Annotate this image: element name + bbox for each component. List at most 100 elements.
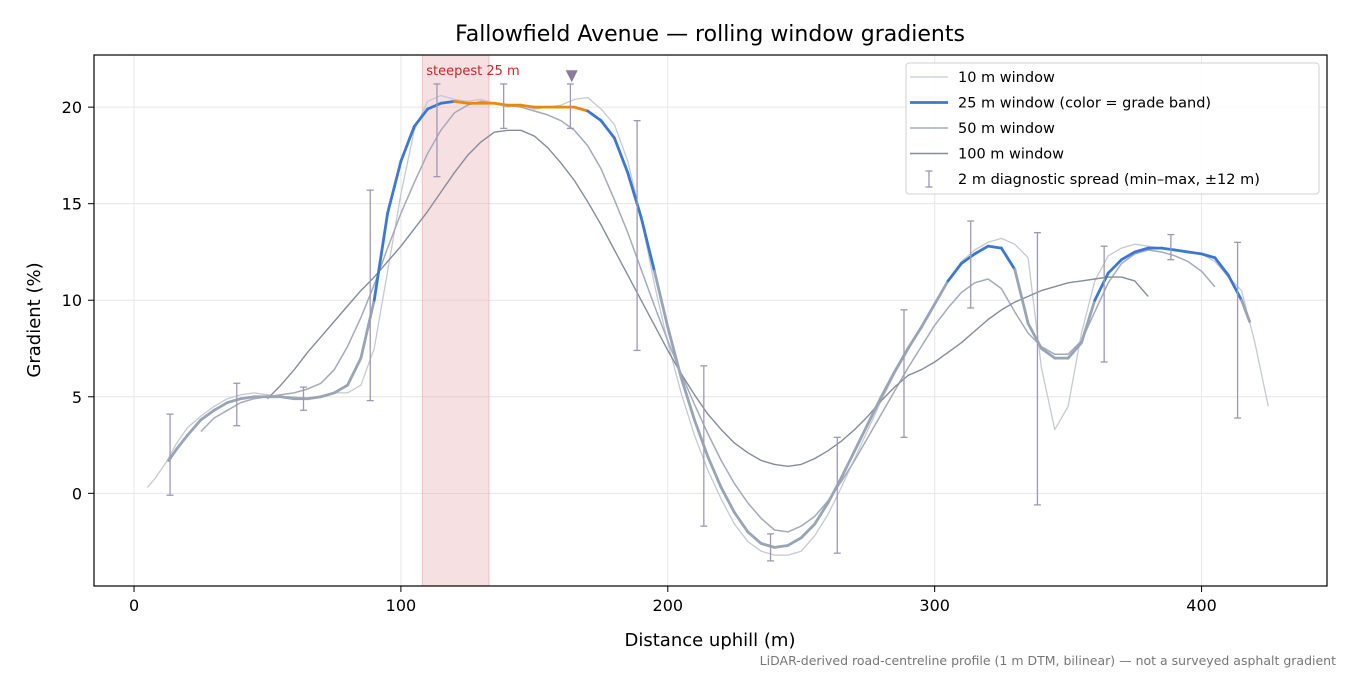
series-25m-segment bbox=[399, 125, 416, 163]
legend-label: 10 m window bbox=[958, 70, 1055, 86]
plot-frame bbox=[93, 54, 1328, 587]
series-25m-segment bbox=[826, 476, 843, 505]
steepest-marker-triangle bbox=[565, 70, 578, 83]
series-line-3 bbox=[267, 129, 1149, 467]
y-tick-label: 0 bbox=[72, 484, 82, 503]
y-tick-label: 20 bbox=[62, 98, 82, 117]
series-25m-segment bbox=[599, 119, 616, 140]
y-axis-title: Gradient (%) bbox=[24, 262, 45, 377]
legend: 10 m window 25 m window (color = grade ba… bbox=[905, 62, 1320, 195]
series-25m-segment bbox=[1226, 273, 1243, 302]
x-tick-label: 200 bbox=[653, 596, 684, 615]
series-25m-segment bbox=[759, 542, 776, 549]
legend-label: 50 m window bbox=[958, 121, 1055, 137]
series-25m-segment bbox=[1186, 250, 1203, 256]
series-25m-segment bbox=[1160, 246, 1177, 252]
series-25m-segment bbox=[186, 418, 203, 437]
series-25m-segment bbox=[1000, 246, 1017, 271]
series-25m-segment bbox=[639, 215, 656, 273]
series-25m-segment bbox=[359, 298, 376, 360]
series-25m-segment bbox=[1240, 298, 1252, 323]
series-lines bbox=[146, 94, 1269, 556]
series-25m-segment bbox=[773, 544, 790, 549]
series-25m-segment bbox=[452, 99, 470, 105]
series-25m-segment bbox=[813, 501, 830, 526]
series-25m-segment bbox=[919, 302, 937, 329]
series-25m-segment bbox=[519, 103, 536, 109]
series-25m-segment bbox=[879, 370, 897, 399]
series-25m-segment bbox=[319, 391, 336, 399]
footnote: LiDAR-derived road-centreline profile (1… bbox=[760, 653, 1336, 668]
series-25m-segment bbox=[733, 511, 750, 534]
series-25m-segment bbox=[1133, 246, 1150, 254]
x-axis-title: Distance uphill (m) bbox=[625, 630, 796, 651]
series-25m-segment bbox=[839, 449, 857, 480]
series-25m-segment bbox=[719, 486, 736, 515]
x-tick-label: 400 bbox=[1186, 596, 1217, 615]
series-25m-segment bbox=[175, 433, 189, 451]
series-25m-segment bbox=[933, 279, 950, 306]
series-25m-segment bbox=[199, 408, 216, 422]
series-25m-segment bbox=[1106, 258, 1123, 275]
legend-label: 100 m window bbox=[958, 147, 1064, 163]
legend-box bbox=[905, 62, 1320, 195]
series-25m-segment bbox=[492, 101, 510, 107]
series-25m-segment bbox=[1013, 267, 1030, 325]
series-25m-segment bbox=[1200, 252, 1217, 260]
series-25m-segment bbox=[1213, 256, 1230, 277]
series-25m-segment bbox=[746, 530, 763, 545]
series-25m-segment bbox=[1120, 250, 1137, 262]
series-25m-segment bbox=[959, 252, 977, 265]
series-25m-segment bbox=[1066, 341, 1083, 360]
highlight-band bbox=[421, 54, 490, 587]
series-25m-segment bbox=[239, 395, 256, 401]
series-25m-segment bbox=[706, 455, 723, 489]
legend-label: 25 m window (color = grade band) bbox=[958, 96, 1211, 112]
series-25m-segment bbox=[853, 422, 870, 453]
diagnostic-error-bars bbox=[166, 83, 1242, 562]
series-25m-segment bbox=[332, 383, 349, 395]
x-tick-label: 300 bbox=[919, 596, 950, 615]
series-25m-segment bbox=[626, 171, 643, 219]
series-25m-segment bbox=[653, 269, 670, 329]
series-25m-segment bbox=[1093, 271, 1110, 302]
series-25m-segment bbox=[426, 101, 443, 111]
series-25m-segment bbox=[1080, 298, 1097, 345]
steepest-marker bbox=[565, 70, 578, 83]
series-25m-segment bbox=[613, 136, 630, 175]
series-25m-segment bbox=[799, 522, 816, 540]
series-25m-segment bbox=[306, 395, 323, 401]
series-25m-segment bbox=[586, 109, 603, 123]
series-25m-segment bbox=[439, 99, 456, 105]
series-25m-segment bbox=[1040, 347, 1057, 360]
series-25m-segment bbox=[866, 395, 883, 426]
series-25m-segment bbox=[279, 395, 296, 401]
legend-label: 2 m diagnostic spread (min–max, ±12 m) bbox=[958, 172, 1260, 188]
series-25m-segment bbox=[572, 105, 590, 113]
series-25m-segment bbox=[226, 397, 243, 404]
series-25m-segment bbox=[386, 159, 403, 215]
series-25m-segment bbox=[906, 325, 923, 350]
chart-title: Fallowfield Avenue — rolling window grad… bbox=[455, 22, 965, 47]
x-tick-label: 0 bbox=[129, 596, 139, 615]
series-25m-segment bbox=[346, 356, 363, 387]
x-axis-ticks: 0 100 200 300 400 bbox=[129, 586, 1217, 615]
series-25m-segment bbox=[412, 107, 430, 128]
x-tick-label: 100 bbox=[386, 596, 417, 615]
series-25m-segment bbox=[973, 244, 990, 256]
highlight-label: steepest 25 m bbox=[426, 64, 519, 79]
series-25m-segment bbox=[693, 418, 710, 459]
y-axis-ticks: 0 5 10 15 20 bbox=[62, 98, 94, 503]
series-25m-segment bbox=[986, 244, 1003, 250]
y-tick-label: 5 bbox=[72, 388, 82, 407]
series-25m-segment bbox=[666, 325, 683, 379]
series-25m-segment bbox=[372, 211, 389, 302]
series-25m-segment bbox=[679, 376, 696, 422]
y-tick-label: 15 bbox=[62, 195, 82, 214]
series-25m-segment bbox=[212, 401, 229, 412]
series-25m-segment bbox=[946, 262, 963, 283]
series-25m-segment bbox=[1173, 248, 1190, 254]
series-25m-segment bbox=[1026, 321, 1043, 350]
series-25m-segment bbox=[893, 347, 910, 374]
